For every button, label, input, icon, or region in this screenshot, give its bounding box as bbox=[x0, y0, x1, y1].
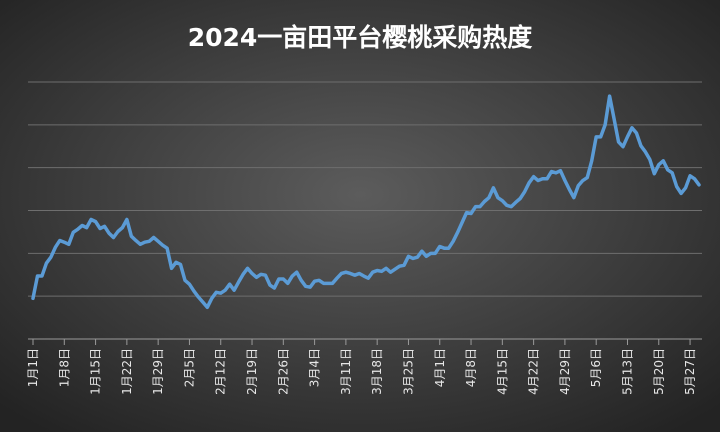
x-tick-label: 1月1日 bbox=[26, 348, 40, 387]
x-tick-label: 4月22日 bbox=[527, 348, 541, 395]
x-tick-label: 3月25日 bbox=[401, 348, 415, 395]
x-tick-label: 4月15日 bbox=[495, 348, 509, 395]
x-tick-label: 4月8日 bbox=[464, 348, 478, 387]
x-tick-label: 2月19日 bbox=[245, 348, 259, 395]
data-line bbox=[31, 94, 701, 310]
x-tick-label: 3月18日 bbox=[370, 348, 384, 395]
chart-title: 2024一亩田平台樱桃采购热度 bbox=[188, 23, 533, 52]
x-tick-label: 1月8日 bbox=[57, 348, 71, 387]
x-tick-label: 1月22日 bbox=[120, 348, 134, 395]
x-tick-label: 5月13日 bbox=[620, 348, 634, 395]
x-tick-label: 3月11日 bbox=[339, 348, 353, 395]
x-tick-label: 2月26日 bbox=[276, 348, 290, 395]
x-tick-label: 4月29日 bbox=[558, 348, 572, 395]
x-tick-label: 4月1日 bbox=[433, 348, 447, 387]
x-tick-label: 5月6日 bbox=[589, 348, 603, 387]
x-tick-label: 1月29日 bbox=[151, 348, 165, 395]
x-tick-label: 5月20日 bbox=[652, 348, 666, 395]
x-tick-label: 2月5日 bbox=[182, 348, 196, 387]
x-tick-label: 1月15日 bbox=[89, 348, 103, 395]
x-tick-label: 3月4日 bbox=[308, 348, 322, 387]
x-tick-label: 2月12日 bbox=[214, 348, 228, 395]
x-tick-label: 5月27日 bbox=[683, 348, 697, 395]
